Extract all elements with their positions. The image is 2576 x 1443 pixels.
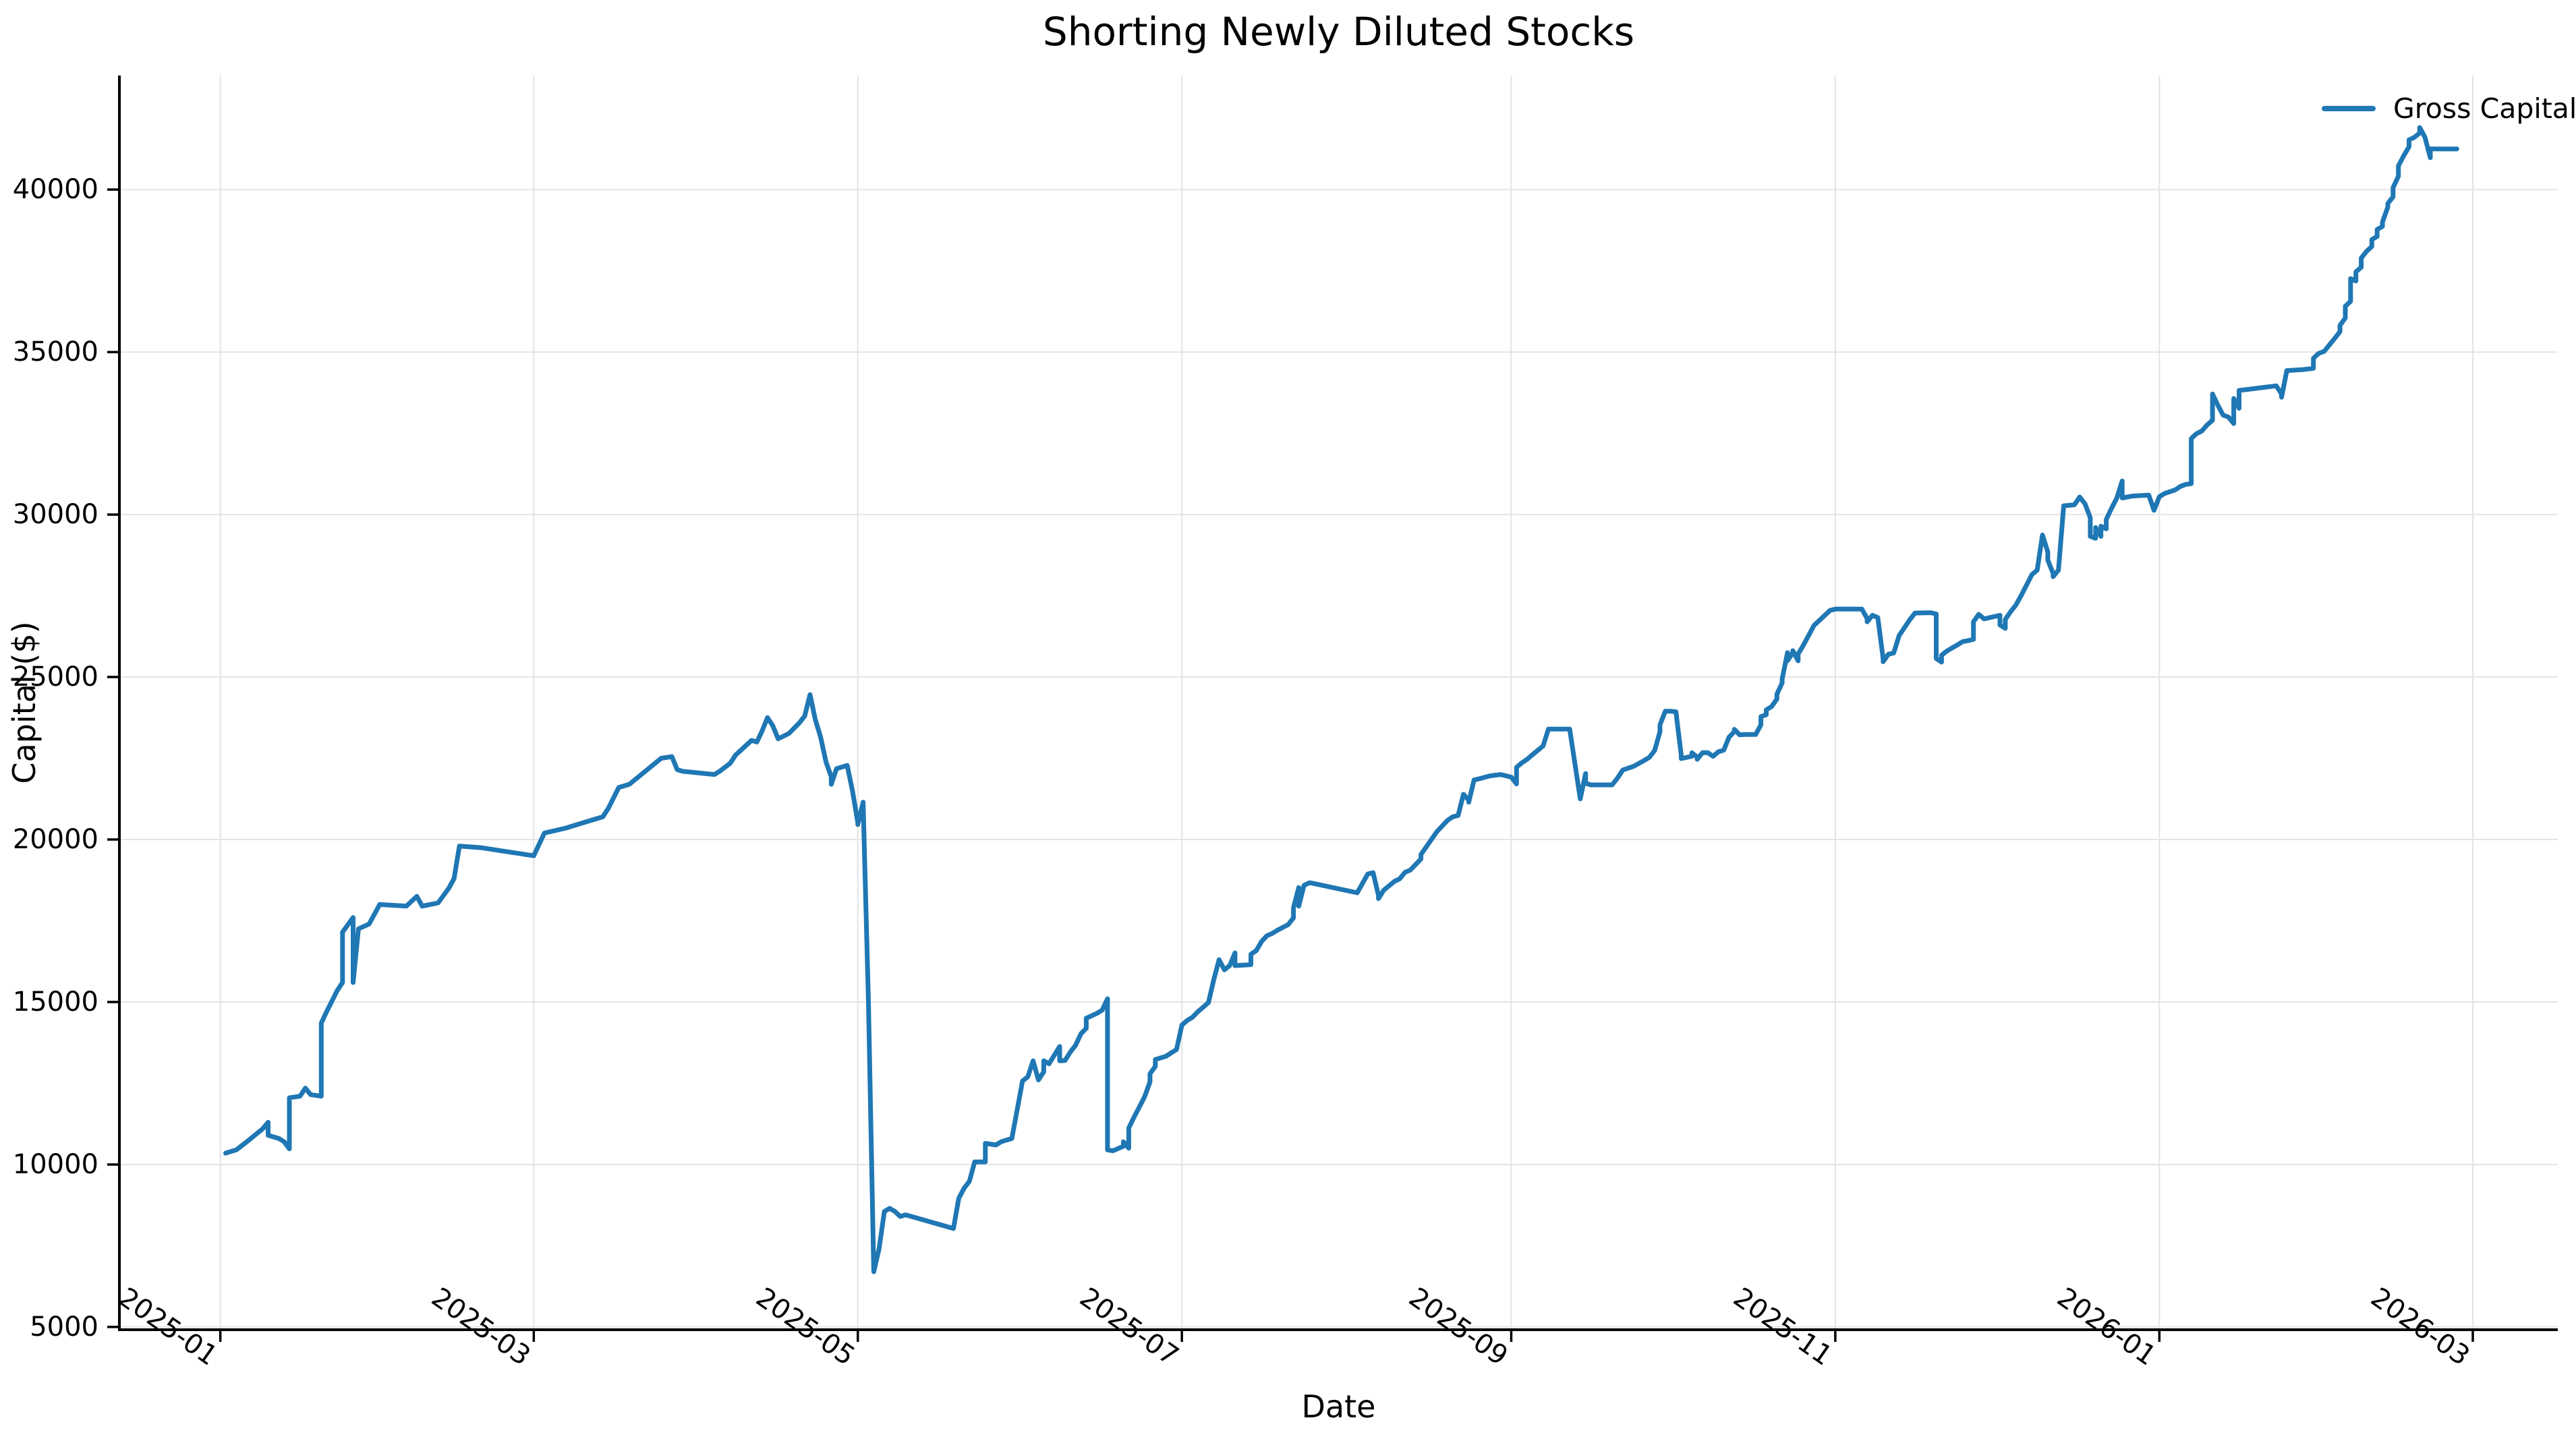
y-tick-label: 30000	[12, 499, 98, 531]
y-axis-label: Capital ($)	[6, 621, 42, 784]
legend: Gross Capital	[2322, 92, 2576, 125]
y-tick-label: 15000	[12, 986, 98, 1018]
y-tick-label: 10000	[12, 1148, 98, 1180]
y-tick-label: 20000	[12, 824, 98, 855]
chart-title: Shorting Newly Diluted Stocks	[1042, 9, 1635, 55]
y-tick-label: 40000	[12, 174, 98, 206]
y-tick-label: 25000	[12, 661, 98, 693]
data-line-gross-capital	[223, 125, 2459, 1274]
x-axis-label: Date	[1301, 1388, 1376, 1425]
legend-line-swatch	[2322, 106, 2376, 111]
y-tick-label: 5000	[30, 1311, 98, 1343]
legend-label: Gross Capital	[2393, 92, 2576, 125]
y-tick-label: 35000	[12, 336, 98, 368]
